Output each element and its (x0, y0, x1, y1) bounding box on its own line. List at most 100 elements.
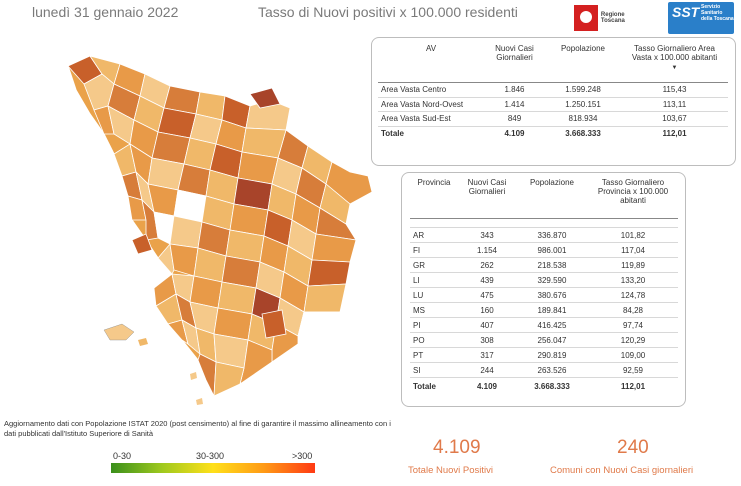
prov-pop: 380.676 (516, 287, 588, 303)
page-title: Tasso di Nuovi positivi x 100.000 reside… (258, 4, 518, 20)
prov-total-rate: 112,01 (588, 377, 678, 394)
col-header-tasso[interactable]: Tasso Giornaliero Provincia x 100.000 ab… (588, 178, 678, 219)
provincia-panel: Provincia Nuovi Casi Giornalieri Popolaz… (401, 172, 686, 407)
av-name: Area Vasta Sud-Est (378, 111, 484, 127)
col-header-provincia[interactable]: Provincia (410, 178, 458, 219)
av-total-pop: 3.668.333 (545, 125, 621, 141)
av-name: Area Vasta Centro (378, 82, 484, 98)
total-positives-value: 4.109 (433, 437, 481, 458)
table-row: PT 317 290.819 109,00 (410, 347, 678, 363)
prov-cases: 160 (458, 302, 516, 318)
table-row: GR 262 218.538 119,89 (410, 257, 678, 273)
prov-name: MS (410, 302, 458, 318)
av-cases: 1.414 (484, 97, 545, 112)
legend-label-high: >300 (292, 451, 313, 461)
table-row: LU 475 380.676 124,78 (410, 287, 678, 303)
sst-logo: SST Servizio Sanitario della Toscana (668, 2, 734, 34)
prov-rate: 133,20 (588, 272, 678, 288)
tuscany-choropleth-map (67, 55, 373, 405)
prov-rate: 109,00 (588, 347, 678, 363)
data-update-note: Aggiornamento dati con Popolazione ISTAT… (4, 419, 391, 438)
prov-name: SI (410, 362, 458, 378)
col-header-tasso-label: Tasso Giornaliero Area Vasta x 100.000 a… (631, 44, 718, 62)
prov-cases: 262 (458, 257, 516, 273)
legend-label-low: 0-30 (113, 451, 132, 461)
prov-name: LI (410, 272, 458, 288)
av-total-cases: 4.109 (484, 125, 545, 141)
table-total-row: Totale 4.109 3.668.333 112,01 (378, 125, 728, 141)
prov-name: PT (410, 347, 458, 363)
col-header-popolazione[interactable]: Popolazione (516, 178, 588, 219)
table-row: Area Vasta Centro 1.846 1.599.248 115,43 (378, 82, 728, 98)
prov-pop: 986.001 (516, 242, 588, 258)
prov-rate: 117,04 (588, 242, 678, 258)
prov-pop: 416.425 (516, 317, 588, 333)
table-row: Area Vasta Sud-Est 849 818.934 103,67 (378, 111, 728, 127)
prov-cases: 1.154 (458, 242, 516, 258)
table-row: AR 343 336.870 101,82 (410, 227, 678, 243)
prov-cases: 244 (458, 362, 516, 378)
prov-name: GR (410, 257, 458, 273)
av-name: Area Vasta Nord-Ovest (378, 97, 484, 112)
area-vasta-panel: AV Nuovi Casi Giornalieri Popolazione Ta… (371, 37, 736, 166)
prov-total-cases: 4.109 (458, 377, 516, 394)
prov-name: AR (410, 227, 458, 243)
table-total-row: Totale 4.109 3.668.333 112,01 (410, 377, 678, 394)
prov-pop: 336.870 (516, 227, 588, 243)
av-rate: 113,11 (621, 97, 728, 112)
sst-logo-subtext: Servizio Sanitario della Toscana (701, 4, 734, 22)
total-positives-label: Totale Nuovi Positivi (408, 465, 494, 476)
prov-pop: 218.538 (516, 257, 588, 273)
prov-cases: 475 (458, 287, 516, 303)
report-date: lunedì 31 gennaio 2022 (32, 4, 179, 20)
table-row: Area Vasta Nord-Ovest 1.414 1.250.151 11… (378, 97, 728, 112)
av-cases: 1.846 (484, 82, 545, 98)
prov-cases: 407 (458, 317, 516, 333)
color-scale-legend (111, 463, 315, 473)
av-rate: 103,67 (621, 111, 728, 127)
prov-pop: 329.590 (516, 272, 588, 288)
table-row: LI 439 329.590 133,20 (410, 272, 678, 288)
comuni-count-value: 240 (617, 437, 649, 458)
prov-total-pop: 3.668.333 (516, 377, 588, 394)
av-rate: 115,43 (621, 82, 728, 98)
table-spacer-row (410, 218, 678, 228)
table-row: PO 308 256.047 120,29 (410, 332, 678, 348)
sort-desc-icon[interactable]: ▼ (671, 65, 678, 71)
prov-rate: 124,78 (588, 287, 678, 303)
legend-label-mid: 30-300 (196, 451, 225, 461)
island-shapes (103, 323, 203, 405)
prov-cases: 439 (458, 272, 516, 288)
av-pop: 1.250.151 (545, 97, 621, 112)
prov-name: FI (410, 242, 458, 258)
regione-toscana-label: Regione Toscana (600, 12, 625, 24)
prov-pop: 263.526 (516, 362, 588, 378)
col-header-popolazione[interactable]: Popolazione (545, 44, 621, 83)
av-pop: 818.934 (545, 111, 621, 127)
av-cases: 849 (484, 111, 545, 127)
prov-rate: 84,28 (588, 302, 678, 318)
prov-cases: 343 (458, 227, 516, 243)
col-header-nuovi-casi[interactable]: Nuovi Casi Giornalieri (484, 44, 545, 83)
prov-pop: 290.819 (516, 347, 588, 363)
prov-name: PI (410, 317, 458, 333)
av-total-name: Totale (378, 125, 484, 141)
table-row: FI 1.154 986.001 117,04 (410, 242, 678, 258)
comuni-count-label: Comuni con Nuovi Casi giornalieri (550, 465, 694, 476)
av-pop: 1.599.248 (545, 82, 621, 98)
prov-rate: 92,59 (588, 362, 678, 378)
regione-toscana-mark-icon (574, 5, 598, 31)
sst-logo-text: SST (672, 4, 700, 20)
regione-toscana-logo: Regione Toscana (574, 3, 650, 33)
prov-rate: 101,82 (588, 227, 678, 243)
col-header-av[interactable]: AV (378, 44, 484, 83)
municipality-patches (67, 55, 373, 398)
prov-total-name: Totale (410, 377, 458, 394)
prov-pop: 189.841 (516, 302, 588, 318)
col-header-tasso[interactable]: Tasso Giornaliero Area Vasta x 100.000 a… (621, 44, 728, 83)
prov-cases: 317 (458, 347, 516, 363)
table-row: SI 244 263.526 92,59 (410, 362, 678, 378)
prov-rate: 120,29 (588, 332, 678, 348)
col-header-nuovi-casi[interactable]: Nuovi Casi Giornalieri (458, 178, 516, 219)
table-row: MS 160 189.841 84,28 (410, 302, 678, 318)
